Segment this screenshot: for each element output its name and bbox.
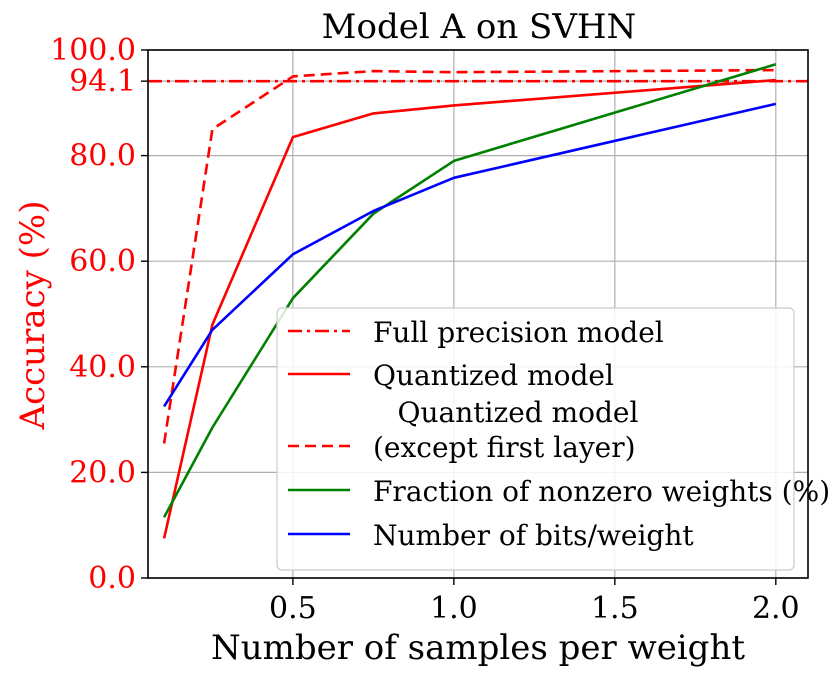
- series-lines: [148, 63, 808, 539]
- legend-label-2-line-1: (except first layer): [373, 431, 636, 464]
- legend-box: [276, 307, 795, 571]
- y-tick-label-5: 94.1: [69, 64, 136, 99]
- x-tick-label-2: 1.5: [591, 591, 639, 626]
- y-axis-label: Accuracy (%): [13, 201, 53, 431]
- series-line-2: [162, 68, 776, 444]
- y-tick-label-2: 40.0: [69, 350, 136, 385]
- legend-label-3: Fraction of nonzero weights (%): [373, 475, 830, 508]
- series-line-4: [163, 102, 777, 408]
- series-line-1: [162, 78, 776, 539]
- legend-label-4: Number of bits/weight: [373, 519, 694, 552]
- x-tick-label-0: 0.5: [269, 591, 317, 626]
- legend-label-2-line-0: Quantized model: [398, 396, 639, 429]
- legend: Full precision model Quantized model Quant…: [276, 307, 830, 571]
- axes-frame: [147, 49, 809, 579]
- series-line-3: [162, 63, 777, 518]
- x-tick-label-3: 2.0: [752, 591, 800, 626]
- y-tick-label-0: 0.0: [88, 561, 136, 596]
- legend-label-1: Quantized model: [373, 359, 614, 392]
- chart-title: Model A on SVHN: [322, 7, 637, 47]
- legend-label-0: Full precision model: [373, 316, 664, 349]
- y-tick-label-1: 20.0: [69, 455, 136, 490]
- y-tick-label-4: 80.0: [69, 139, 136, 174]
- x-tick-label-1: 1.0: [430, 591, 478, 626]
- y-tick-label-3: 60.0: [69, 244, 136, 279]
- x-axis-label: Number of samples per weight: [211, 628, 745, 668]
- y-tick-label-6: 100.0: [50, 33, 136, 68]
